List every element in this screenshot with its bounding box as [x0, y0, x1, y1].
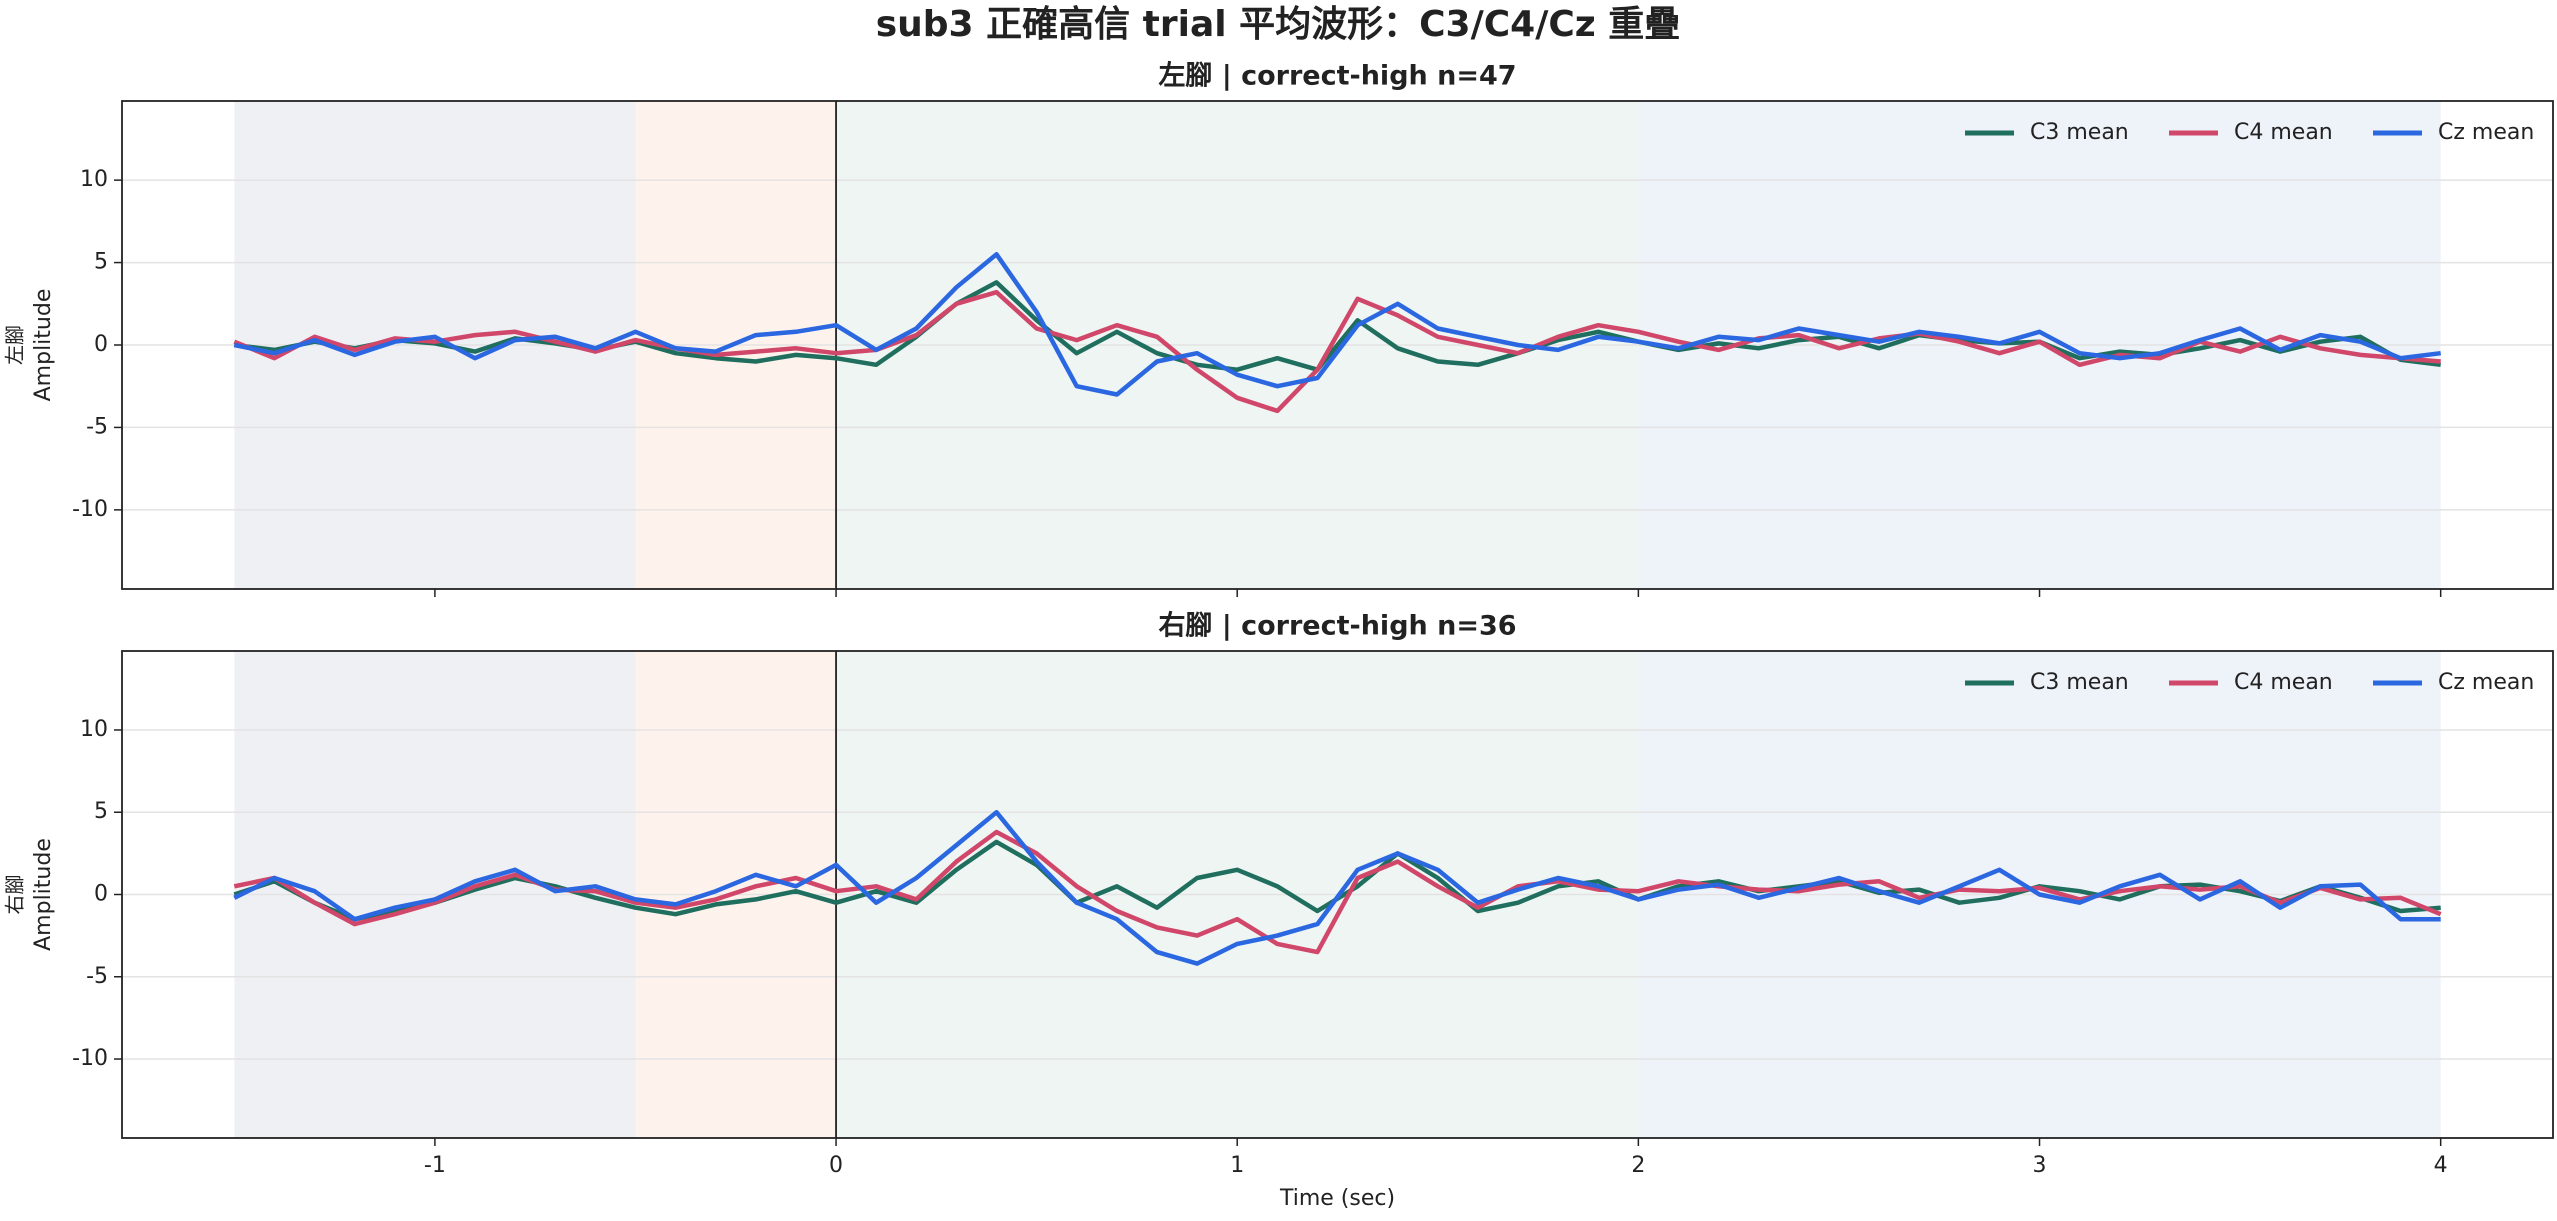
x-tick-label: 0 — [829, 1153, 843, 1178]
plot-frame — [121, 100, 2554, 590]
legend-label: C4 mean — [2234, 120, 2333, 145]
y-tick-label: 5 — [94, 799, 108, 824]
y-tick-label: 0 — [94, 332, 108, 357]
subplot-title: 右腳 | correct-high n=36 — [1158, 611, 1516, 642]
legend-label: C3 mean — [2030, 670, 2129, 695]
y-tick-label: -10 — [72, 497, 108, 522]
y-label-group: 右腳 — [3, 875, 27, 915]
x-label: Time (sec) — [1279, 1186, 1395, 1211]
x-tick-label: -1 — [424, 1153, 446, 1178]
y-tick-label: -5 — [86, 964, 108, 989]
y-label: Amplitude — [31, 289, 56, 402]
x-tick-label: 2 — [1631, 1153, 1645, 1178]
y-tick-label: 10 — [80, 717, 108, 742]
legend-label: C3 mean — [2030, 120, 2129, 145]
legend-label: C4 mean — [2234, 670, 2333, 695]
series-line — [233, 289, 2441, 414]
plot-frame — [121, 650, 2554, 1139]
series-line — [233, 829, 2442, 955]
series-line — [233, 252, 2441, 397]
legend-label: Cz mean — [2438, 670, 2534, 695]
subplot-title: 左腳 | correct-high n=47 — [1158, 61, 1516, 92]
x-tick-label: 1 — [1230, 1153, 1244, 1178]
figure-title: sub3 正確高信 trial 平均波形：C3/C4/Cz 重疊 — [876, 4, 1681, 45]
y-tick-label: 10 — [80, 167, 108, 192]
series-line — [233, 809, 2441, 966]
y-tick-label: 5 — [94, 250, 108, 275]
y-tick-label: 0 — [94, 882, 108, 907]
x-tick-label: 4 — [2434, 1153, 2448, 1178]
y-label: Amplitude — [31, 838, 56, 951]
y-tick-label: -5 — [86, 414, 108, 439]
legend-label: Cz mean — [2438, 120, 2534, 145]
y-tick-label: -10 — [72, 1046, 108, 1071]
y-label-group: 左腳 — [3, 325, 27, 365]
x-tick-label: 3 — [2033, 1153, 2047, 1178]
